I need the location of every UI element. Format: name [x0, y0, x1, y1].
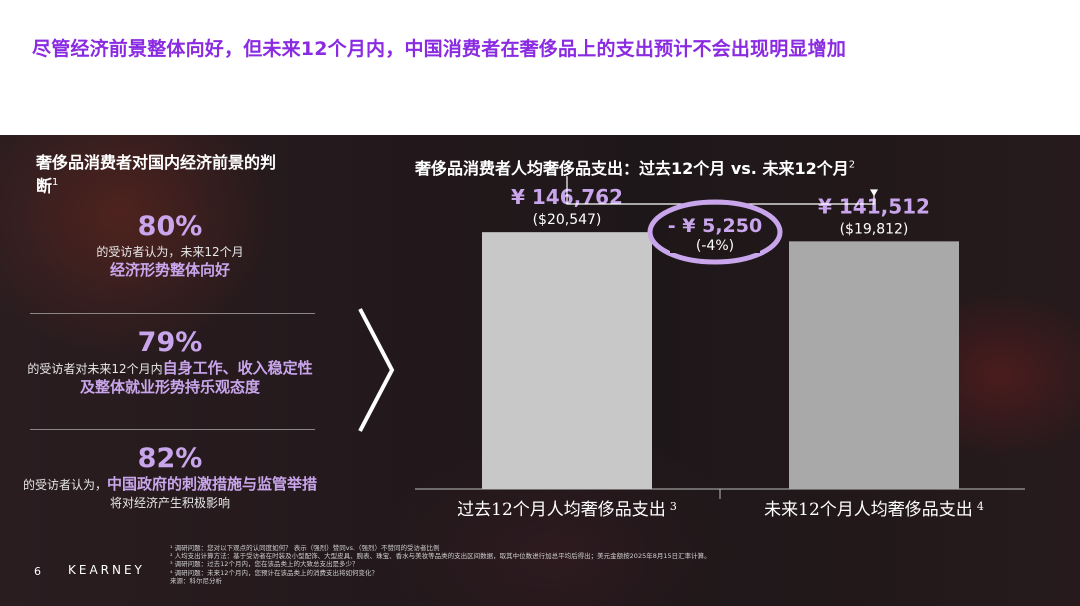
page-number: 6	[34, 565, 41, 578]
divider-1	[30, 313, 315, 314]
page-title: 尽管经济前景整体向好，但未来12个月内，中国消费者在奢侈品上的支出预计不会出现明…	[32, 38, 847, 60]
stat-2-percent: 79%	[137, 327, 203, 358]
footnote-4: ⁴ 调研问题：未来12个月内，您预计在该品类上的消费支出将如何变化？	[170, 568, 378, 577]
stat-card-1: 80% 的受访者认为，未来12个月 经济形势整体向好	[20, 211, 320, 280]
stat-3-pre: 的受访者认为，	[22, 478, 107, 492]
left-heading-text: 奢侈品消费者对国内经济前景的判断	[36, 153, 277, 196]
stat-1-text: 的受访者认为，未来12个月 经济形势整体向好	[20, 243, 320, 280]
stat-3-highlight: 中国政府的刺激措施与监管举措	[107, 475, 318, 493]
content-panel: 奢侈品消费者对国内经济前景的判断1 80% 的受访者认为，未来12个月 经济形势…	[0, 135, 1080, 606]
stat-2-text: 的受访者对未来12个月内自身工作、收入稳定性及整体就业形势持乐观态度	[20, 359, 320, 397]
bar-1	[482, 232, 652, 489]
chart-title: 奢侈品消费者人均奢侈品支出：过去12个月 vs. 未来12个月2	[415, 155, 1035, 179]
bar-chart: ¥ 146,762($20,547)过去12个月人均奢侈品支出 3¥ 141,51…	[415, 176, 1025, 520]
x-tick-label-2: 未来12个月人均奢侈品支出 4	[764, 500, 984, 520]
footnote-2: ² 人均支出计算方法：基于受访者在时装及小型配饰、大型皮具、腕表、珠宝、香水与美…	[170, 552, 711, 561]
x-tick-label-1: 过去12个月人均奢侈品支出 3	[457, 500, 677, 520]
chart-title-text: 奢侈品消费者人均奢侈品支出：过去12个月 vs. 未来12个月	[415, 159, 849, 178]
change-arrowhead	[870, 189, 878, 197]
footnotes: ¹ 调研问题：您对以下观点的认同度如何？ 表示（强烈）赞同vs.（强烈）不赞同的…	[170, 544, 1030, 585]
change-highlight-ellipse	[647, 199, 783, 265]
left-heading: 奢侈品消费者对国内经济前景的判断1	[36, 153, 286, 196]
divider-2	[30, 429, 315, 430]
change-label-bg	[670, 213, 760, 253]
stat-card-3: 82% 的受访者认为，中国政府的刺激措施与监管举措将对经济产生积极影响	[20, 443, 320, 512]
stat-3-percent: 82%	[137, 443, 203, 474]
stat-1-pre: 的受访者认为，未来12个月	[96, 245, 244, 259]
brand-logo: KEARNEY	[68, 563, 145, 577]
stat-3-text: 的受访者认为，中国政府的刺激措施与监管举措将对经济产生积极影响	[20, 475, 320, 512]
chart-title-note: 2	[848, 159, 856, 171]
stat-2-pre: 的受访者对未来12个月内	[27, 362, 163, 376]
footnote-3: ³ 调研问题：过去12个月内，您在该品类上的大致总支出是多少？	[170, 560, 359, 569]
stat-3-post: 将对经济产生积极影响	[109, 496, 230, 510]
footnote-1: ¹ 调研问题：您对以下观点的认同度如何？ 表示（强烈）赞同vs.（强烈）不赞同的…	[170, 544, 440, 552]
change-amount-label: - ¥ 5,250	[668, 215, 762, 237]
bar-2	[789, 241, 959, 489]
bar-1-usd-label: ($20,547)	[533, 212, 602, 228]
stat-1-highlight: 经济形势整体向好	[109, 261, 230, 279]
footnote-source: 来源：科尔尼分析	[170, 576, 222, 585]
bar-2-usd-label: ($19,812)	[840, 221, 909, 237]
left-panel: 奢侈品消费者对国内经济前景的判断1 80% 的受访者认为，未来12个月 经济形势…	[0, 135, 340, 535]
chevron-right-icon	[358, 308, 395, 432]
stat-2-highlight: 自身工作、收入稳定性及整体就业形势持乐观态度	[79, 359, 313, 396]
stat-1-percent: 80%	[137, 211, 203, 242]
left-heading-note: 1	[52, 177, 59, 188]
stat-card-2: 79% 的受访者对未来12个月内自身工作、收入稳定性及整体就业形势持乐观态度	[20, 327, 320, 397]
change-percent-label: (-4%)	[696, 238, 734, 254]
